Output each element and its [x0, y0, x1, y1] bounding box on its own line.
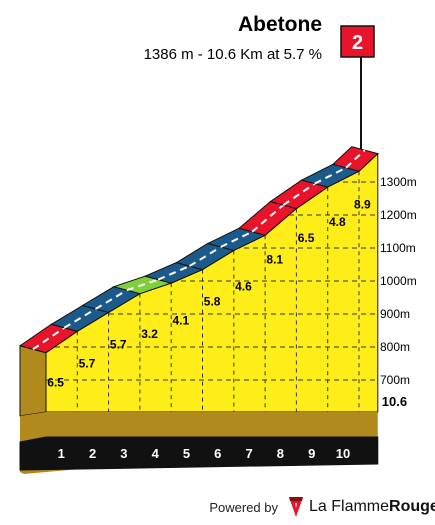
km-axis-band — [19, 436, 379, 471]
road-centerline-9 — [282, 182, 316, 206]
gradient-label-1: 6.5 — [47, 375, 64, 389]
gradient-label-8: 8.1 — [266, 253, 283, 267]
chart-subtitle: 1386 m - 10.6 Km at 5.7 % — [143, 46, 322, 63]
km-marker-9: 9 — [308, 446, 315, 461]
brand-name[interactable]: La FlammeRouge — [309, 498, 435, 516]
km-marker-5: 5 — [183, 446, 190, 461]
road-centerline-10 — [314, 166, 347, 185]
y-tick-label-1100m: 1100m — [380, 241, 416, 255]
gradient-label-5: 4.1 — [173, 314, 190, 328]
road-centerline-3 — [95, 289, 128, 310]
gradient-label-4: 3.2 — [141, 327, 158, 341]
y-tick-label-900m: 900m — [380, 307, 410, 321]
profile-side-wall — [19, 345, 47, 417]
y-tick-label-800m: 800m — [380, 340, 410, 354]
road-centerline-7 — [220, 230, 253, 248]
km-marker-3: 3 — [120, 446, 127, 461]
finish-flag-label: 2 — [352, 32, 363, 54]
y-tick-label-1000m: 1000m — [380, 274, 417, 288]
road-centerline-8 — [251, 204, 285, 233]
gradient-label-6: 5.8 — [204, 294, 221, 308]
gradient-label-11: 8.9 — [354, 198, 371, 212]
road-centerline-11 — [345, 149, 366, 169]
km-marker-10: 10 — [336, 446, 350, 461]
flame-logo-icon — [289, 497, 303, 517]
elevation-profile-chart: 1 2 3 4 5 6 7 8 9 10 2 6.5 5.7 5.7 3.2 4.1 5.8 4.6 8.1 6.… — [18, 25, 417, 474]
gradient-label-9: 6.5 — [298, 231, 315, 245]
chart-title: Abetone — [238, 13, 322, 36]
road-centerline-4 — [126, 278, 159, 292]
km-marker-2: 2 — [89, 446, 96, 461]
road-centerline-1 — [32, 326, 65, 351]
road-centerline-2 — [63, 308, 97, 329]
km-marker-7: 7 — [245, 446, 252, 461]
footer: Powered by La FlammeRouge — [0, 492, 435, 525]
road-centerline-5 — [157, 265, 190, 281]
gradient-label-7: 4.6 — [235, 279, 252, 293]
y-tick-label-1200m: 1200m — [380, 208, 417, 222]
powered-by-label: Powered by — [209, 500, 278, 515]
total-distance-label: 10.6 — [382, 394, 407, 409]
brand-name-part2: Rouge — [389, 498, 435, 515]
finish-flag — [340, 25, 375, 58]
brand-name-part1: La Flamme — [309, 498, 390, 515]
gradient-label-10: 4.8 — [329, 215, 346, 229]
km-marker-6: 6 — [214, 446, 221, 461]
y-tick-label-1300m: 1300m — [380, 175, 417, 189]
gradient-label-3: 5.7 — [110, 338, 127, 352]
road-centerline-6 — [188, 246, 222, 267]
y-tick-label-700m: 700m — [380, 373, 410, 387]
gradient-label-2: 5.7 — [79, 356, 96, 370]
km-marker-1: 1 — [58, 446, 65, 461]
km-marker-4: 4 — [152, 446, 160, 461]
km-marker-8: 8 — [277, 446, 284, 461]
